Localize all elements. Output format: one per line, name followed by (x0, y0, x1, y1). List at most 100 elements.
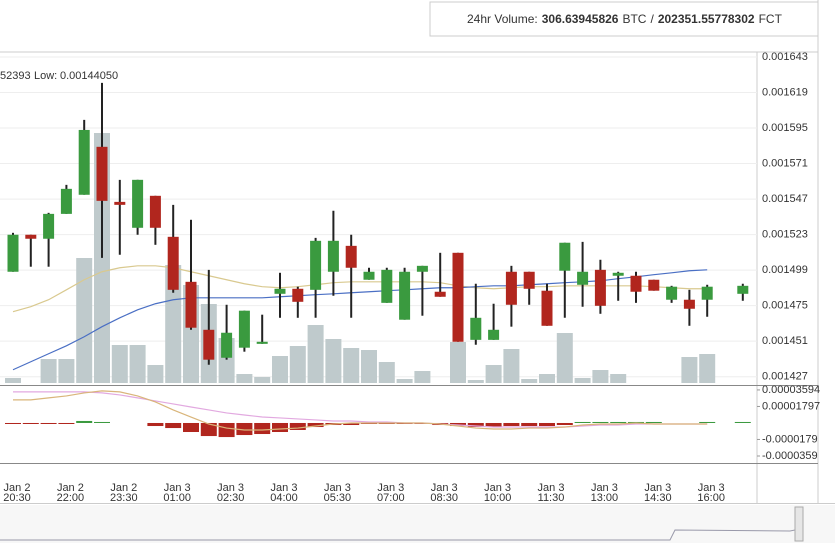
macd-bar (5, 422, 21, 424)
separator: / (650, 12, 654, 26)
volume-bar (58, 359, 75, 383)
volume-bar (272, 356, 288, 383)
x-tick-date: Jan 3 (484, 482, 511, 494)
macd-bar (574, 421, 591, 423)
candle-body (470, 317, 482, 340)
x-tick-time: 22:00 (57, 492, 85, 504)
macd-bar (503, 422, 520, 427)
candle-body (648, 279, 660, 291)
macd-bar (539, 422, 555, 427)
macd-bar (734, 421, 751, 423)
macd-bar (272, 422, 288, 433)
macd-bar (218, 422, 235, 438)
volume-bar (129, 345, 146, 383)
volume-bar (40, 359, 57, 383)
volume-bar (556, 333, 573, 383)
navigator-handle[interactable] (794, 506, 804, 542)
x-tick-date: Jan 2 (57, 482, 84, 494)
candle-body (363, 271, 375, 280)
volume-bar (574, 378, 591, 383)
candle-body (666, 286, 678, 300)
macd-bar (699, 421, 716, 423)
x-tick-date: Jan 3 (217, 482, 244, 494)
x-tick-time: 10:00 (484, 492, 512, 504)
candle-body (43, 213, 55, 239)
candle-body (149, 195, 161, 228)
candle-body (114, 201, 126, 205)
fct-unit: FCT (759, 12, 783, 26)
candle-body (559, 242, 571, 271)
y-tick-label: 0.001595 (762, 122, 808, 134)
x-tick-time: 08:30 (430, 492, 458, 504)
macd-tick-label: -0.0000359 (762, 450, 818, 462)
y-tick-label: 0.001451 (762, 335, 808, 347)
macd-bar (165, 422, 182, 429)
candle-body (7, 234, 19, 272)
macd-bar (94, 421, 110, 423)
candle-body (327, 240, 339, 272)
y-tick-label: 0.001427 (762, 371, 808, 383)
candle-body (683, 299, 695, 309)
y-tick-label: 0.001571 (762, 157, 808, 169)
volume-bar (699, 354, 716, 383)
candle-body (416, 265, 428, 272)
candle-body (381, 269, 393, 303)
y-tick-label: 0.001499 (762, 264, 808, 276)
candle-body (274, 288, 286, 294)
volume-bar (165, 265, 182, 383)
macd-bar (307, 422, 324, 428)
macd-tick-label: 0.00001797 (762, 400, 820, 412)
legend-fragment: 52393 (0, 70, 31, 82)
x-tick-date: Jan 3 (698, 482, 725, 494)
x-tick-date: Jan 3 (538, 482, 565, 494)
macd-bar (236, 422, 253, 436)
macd-bar (645, 421, 662, 423)
volume-bar (289, 346, 306, 383)
candle-body (630, 275, 642, 292)
volume-bar (254, 377, 271, 383)
volume-bar (5, 378, 21, 383)
volume-bar (343, 348, 360, 383)
x-tick-time: 23:30 (110, 492, 138, 504)
y-tick-label: 0.001475 (762, 300, 808, 312)
candle-body (167, 236, 179, 290)
navigator[interactable] (0, 505, 835, 543)
macd-bar (200, 422, 217, 437)
x-tick-date: Jan 3 (591, 482, 618, 494)
candle-body (505, 271, 517, 305)
candle-body (345, 245, 357, 268)
x-tick-time: 01:00 (163, 492, 191, 504)
x-tick-time: 11:30 (538, 492, 565, 504)
candle-body (577, 271, 589, 285)
y-tick-label: 0.001547 (762, 193, 808, 205)
candle-body (434, 291, 446, 297)
legend-low-label: Low: (34, 70, 57, 82)
macd-bar (22, 422, 39, 424)
candle-body (452, 252, 464, 342)
candle-body (612, 272, 624, 276)
macd-bar (556, 422, 573, 426)
volume-label: 24hr Volume: (467, 12, 538, 26)
macd-bar (592, 421, 609, 423)
volume-bar (76, 258, 93, 383)
x-tick-date: Jan 2 (110, 482, 137, 494)
candle-body (96, 146, 108, 201)
candle-body (701, 286, 713, 300)
y-tick-label: 0.001643 (762, 51, 808, 63)
candle-body (185, 281, 197, 328)
macd-tick-label: -0.0000179 (762, 433, 818, 445)
macd-bar (485, 422, 502, 428)
x-tick-time: 05:30 (324, 492, 352, 504)
candle-body (541, 290, 553, 326)
legend-low-value: 0.00144050 (60, 70, 118, 82)
candle-body (310, 240, 322, 290)
macd-bar (254, 422, 271, 435)
candle-body (78, 129, 90, 195)
macd-bar (521, 422, 538, 427)
macd-bar (40, 422, 57, 424)
macd-bar (58, 422, 75, 424)
volume-bar (681, 357, 698, 383)
candle-body (594, 269, 606, 306)
